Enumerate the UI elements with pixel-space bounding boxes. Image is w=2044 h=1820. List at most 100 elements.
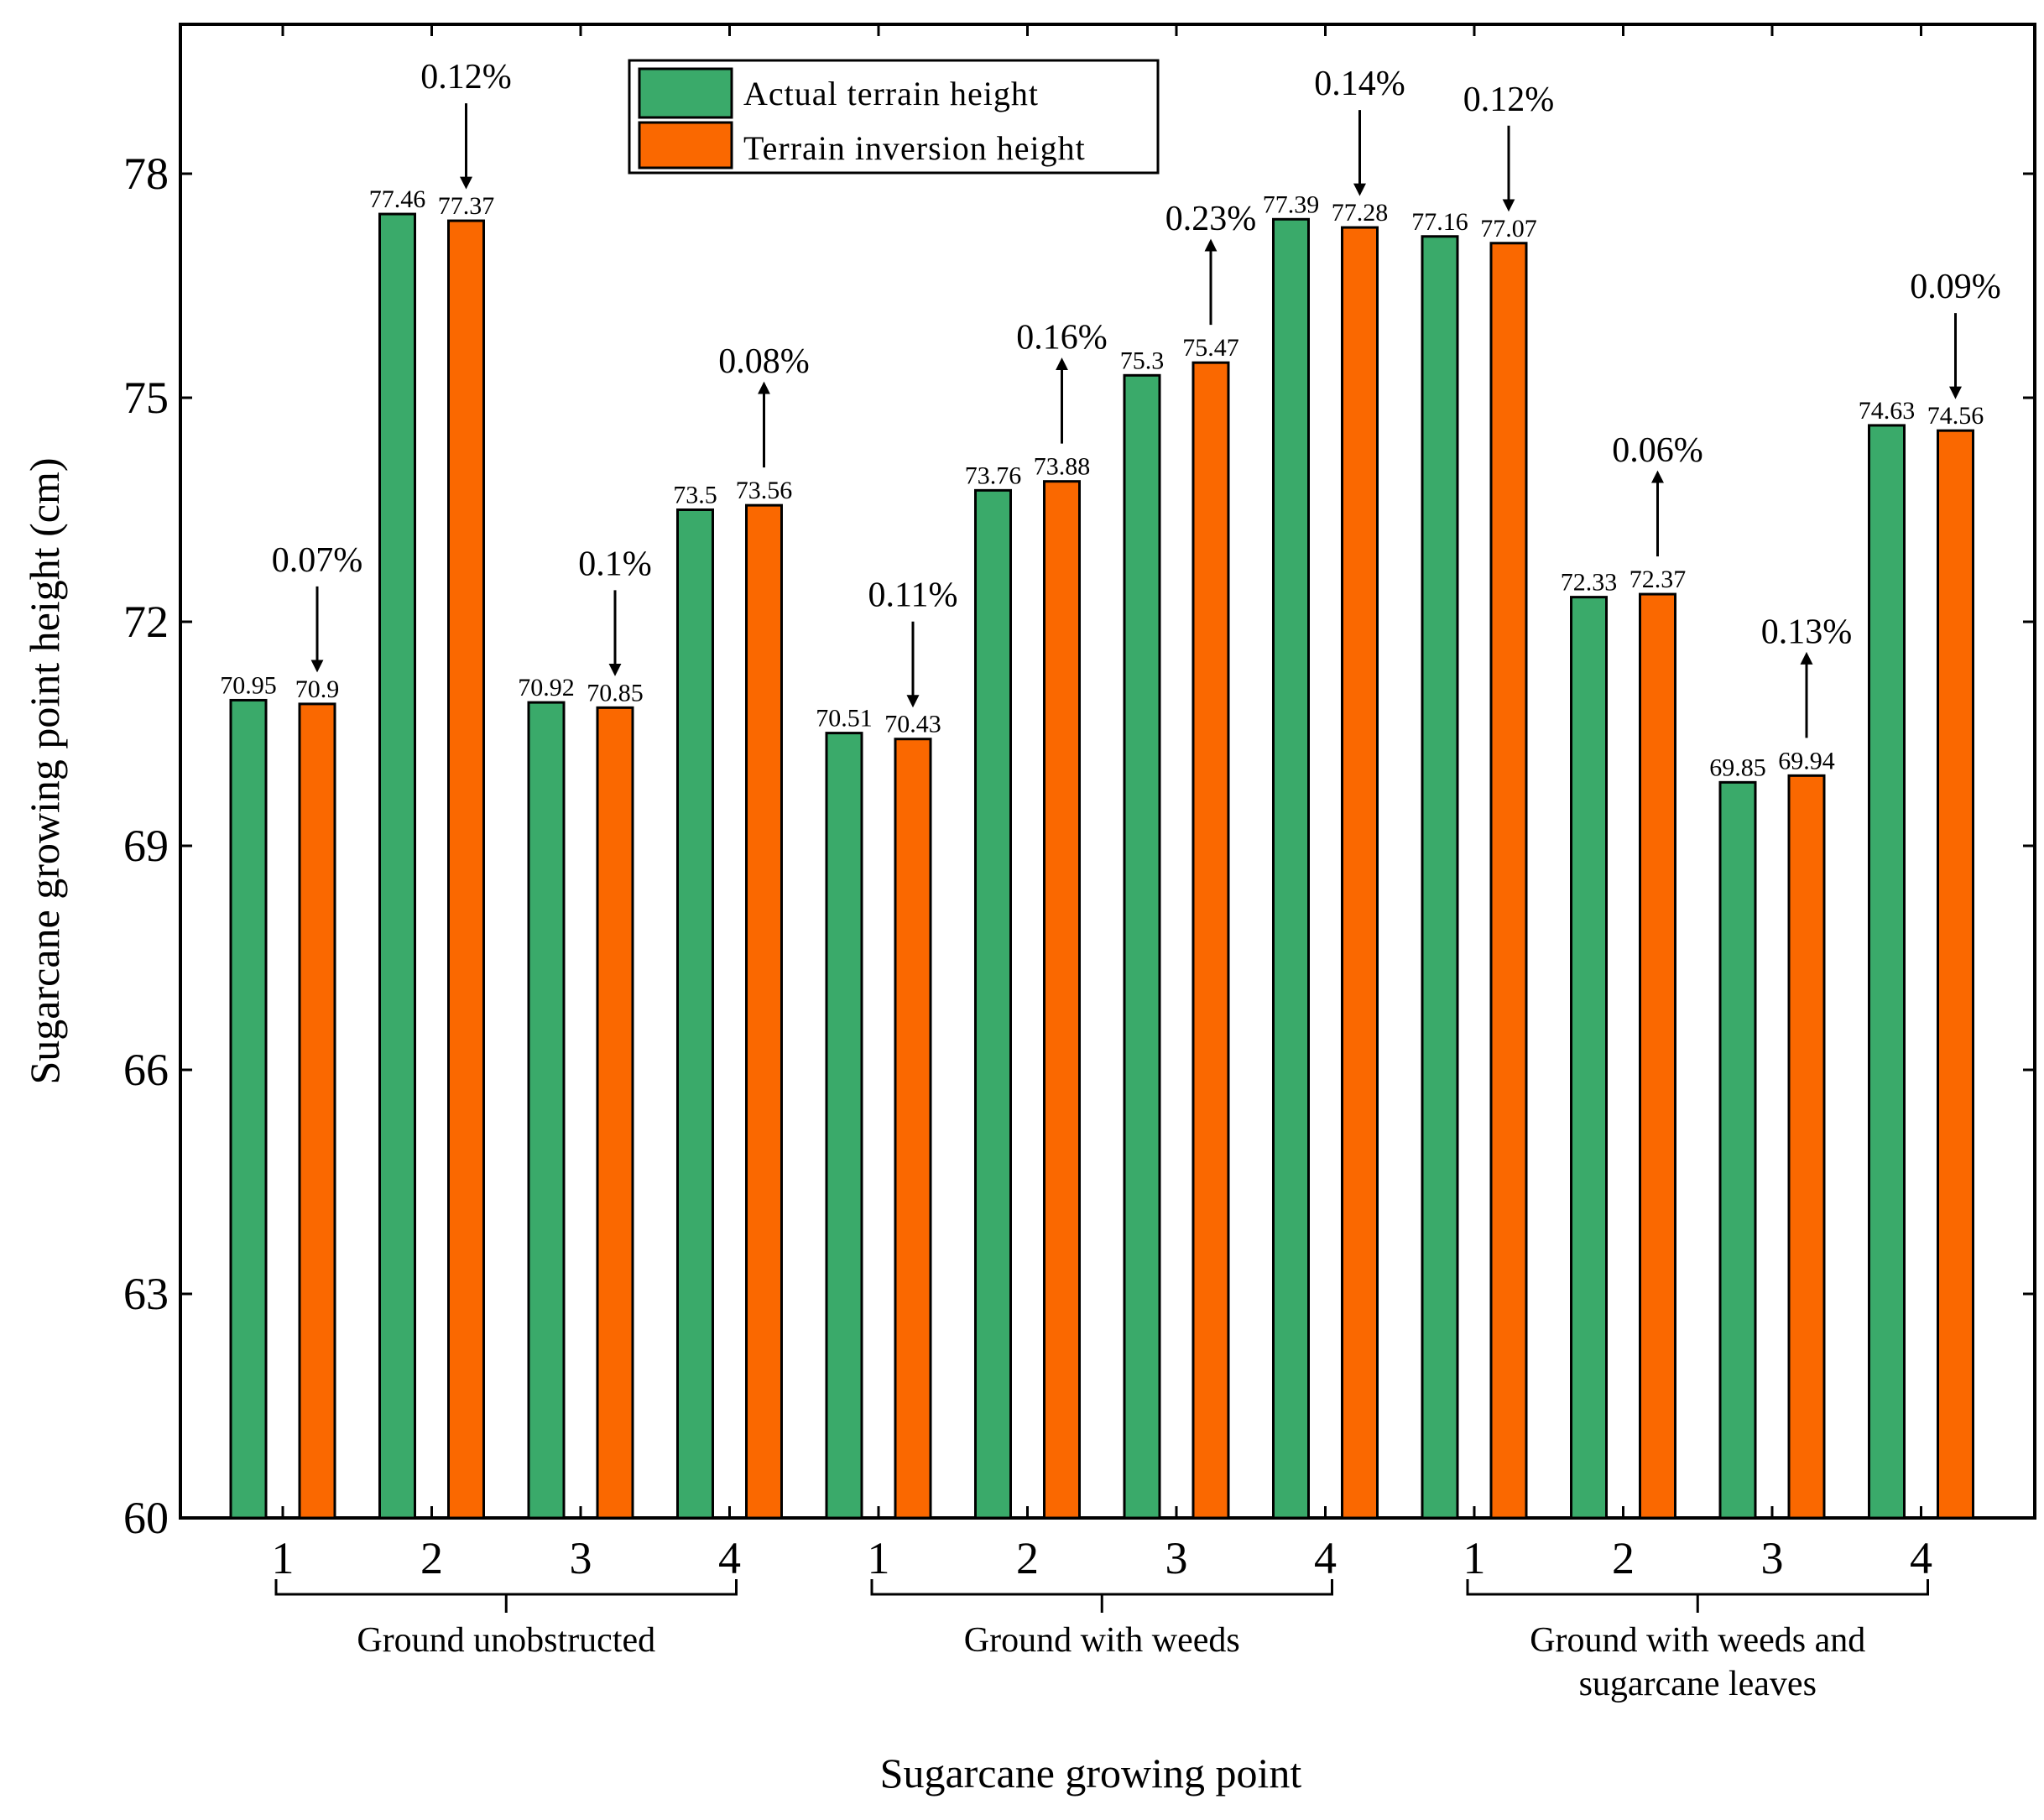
percent-label: 0.16% bbox=[1016, 319, 1108, 357]
bar-actual bbox=[825, 732, 863, 1520]
y-axis-title: Sugarcane growing point height (cm) bbox=[21, 457, 68, 1084]
bar-inversion bbox=[1191, 361, 1230, 1520]
y-tick-label: 72 bbox=[123, 597, 169, 647]
bar-inversion bbox=[447, 219, 485, 1520]
bar-inversion bbox=[745, 503, 783, 1520]
bar-actual bbox=[974, 488, 1012, 1520]
x-tick-label: 2 bbox=[1612, 1533, 1635, 1583]
bar-value-label: 72.33 bbox=[1561, 569, 1618, 597]
group-bracket bbox=[274, 1579, 738, 1596]
percent-label: 0.06% bbox=[1612, 431, 1703, 470]
bar-actual bbox=[378, 212, 416, 1520]
bar-value-label: 73.5 bbox=[673, 482, 717, 509]
bar-inversion bbox=[1043, 480, 1081, 1520]
bar-inversion bbox=[894, 738, 932, 1520]
group-label: Ground unobstructed bbox=[357, 1621, 655, 1660]
bar-value-label: 70.92 bbox=[518, 674, 575, 701]
legend-label-actual: Actual terrain height bbox=[743, 75, 1039, 112]
bar-value-label: 74.56 bbox=[1927, 402, 1984, 430]
bar-inversion bbox=[1937, 429, 1974, 1520]
bar-value-label: 73.76 bbox=[965, 462, 1022, 489]
percent-label: 0.08% bbox=[718, 342, 810, 381]
bar-value-label: 73.56 bbox=[736, 477, 793, 504]
x-tick-label: 4 bbox=[718, 1533, 741, 1583]
bar-value-label: 72.37 bbox=[1629, 566, 1687, 593]
bar-value-label: 77.37 bbox=[438, 192, 495, 220]
legend-label-inversion: Terrain inversion height bbox=[743, 129, 1086, 167]
x-axis: 1 2 3 4 1 2 3 4 1 2 3 4 bbox=[272, 24, 1932, 1583]
x-tick-label: 1 bbox=[868, 1533, 890, 1583]
bar-value-label: 73.88 bbox=[1034, 453, 1091, 481]
data-labels: 70.95 77.46 70.92 73.5 70.51 73.76 75.3 77.39 77… bbox=[220, 185, 1984, 781]
bar-value-label: 77.46 bbox=[369, 185, 426, 213]
x-tick-label: 4 bbox=[1314, 1533, 1337, 1583]
x-tick-label: 2 bbox=[420, 1533, 443, 1583]
group-label: Ground with weeds and bbox=[1530, 1621, 1865, 1660]
y-tick-label: 63 bbox=[123, 1269, 169, 1319]
percent-label: 0.1% bbox=[578, 545, 652, 583]
bar-inversion bbox=[1787, 774, 1826, 1520]
bar-actual bbox=[229, 698, 268, 1520]
bar-value-label: 77.28 bbox=[1332, 199, 1389, 227]
y-tick-label: 66 bbox=[123, 1045, 169, 1095]
bar-value-label: 70.51 bbox=[816, 705, 873, 733]
group-bracket bbox=[870, 1579, 1333, 1596]
y-tick-label: 60 bbox=[123, 1493, 169, 1543]
bar-series bbox=[229, 212, 1974, 1520]
bar-value-label: 77.39 bbox=[1263, 190, 1320, 218]
bar-value-label: 70.85 bbox=[587, 679, 644, 707]
x-tick-label: 3 bbox=[570, 1533, 592, 1583]
bar-actual bbox=[1123, 373, 1161, 1520]
bar-value-label: 74.63 bbox=[1859, 397, 1916, 425]
group-label: Ground with weeds bbox=[964, 1621, 1240, 1660]
percent-label: 0.12% bbox=[420, 58, 512, 96]
x-tick-label: 4 bbox=[1910, 1533, 1932, 1583]
legend-swatch-inversion bbox=[638, 121, 733, 169]
group-bracket bbox=[1466, 1579, 1929, 1596]
bar-actual bbox=[1718, 780, 1757, 1520]
bar-value-label: 70.95 bbox=[220, 671, 277, 699]
percent-label: 0.07% bbox=[272, 541, 363, 580]
bar-value-label: 75.3 bbox=[1120, 347, 1165, 374]
x-tick-label: 1 bbox=[1463, 1533, 1486, 1583]
bar-actual bbox=[1421, 235, 1459, 1520]
bar-inversion bbox=[1341, 226, 1379, 1520]
y-axis: 60 63 66 69 72 75 78 bbox=[123, 149, 2035, 1543]
bar-value-label: 69.85 bbox=[1709, 754, 1766, 781]
percent-label: 0.23% bbox=[1165, 200, 1257, 238]
bar-value-label: 77.07 bbox=[1480, 215, 1537, 242]
bar-actual bbox=[527, 701, 566, 1520]
x-tick-label: 3 bbox=[1761, 1533, 1784, 1583]
bar-inversion bbox=[1639, 592, 1676, 1520]
bar-actual bbox=[1570, 596, 1608, 1520]
bar-actual bbox=[1868, 424, 1906, 1520]
percent-label: 0.12% bbox=[1463, 81, 1555, 119]
percent-label: 0.14% bbox=[1314, 65, 1405, 103]
bar-value-label: 70.9 bbox=[295, 675, 340, 703]
bar-value-label: 77.16 bbox=[1411, 208, 1468, 236]
y-tick-label: 78 bbox=[123, 149, 169, 199]
percent-label: 0.13% bbox=[1761, 613, 1853, 651]
bar-actual bbox=[1272, 217, 1310, 1520]
x-axis-title: Sugarcane growing point bbox=[880, 1750, 1302, 1797]
y-tick-label: 75 bbox=[123, 373, 169, 423]
bar-actual bbox=[676, 508, 714, 1520]
bar-inversion bbox=[596, 706, 634, 1520]
bar-inversion bbox=[298, 702, 336, 1520]
group-brackets: Ground unobstructed Ground with weeds Grou… bbox=[274, 1579, 1929, 1703]
percent-label: 0.09% bbox=[1910, 268, 2001, 306]
x-tick-label: 2 bbox=[1016, 1533, 1039, 1583]
bar-inversion bbox=[1489, 242, 1528, 1520]
x-tick-label: 1 bbox=[272, 1533, 295, 1583]
percent-label: 0.11% bbox=[868, 576, 958, 615]
legend: Actual terrain height Terrain inversion … bbox=[628, 59, 1160, 175]
plot-area-frame bbox=[179, 23, 2036, 1520]
x-tick-label: 3 bbox=[1165, 1533, 1188, 1583]
bar-value-label: 70.43 bbox=[884, 711, 941, 738]
legend-swatch-actual bbox=[638, 67, 733, 119]
percent-annotations: 0.07% 0.12% 0.1% 0.08% 0.11% 0.16% 0.23% 0.14% 0… bbox=[272, 58, 2001, 738]
y-tick-label: 69 bbox=[123, 821, 169, 871]
bar-value-label: 69.94 bbox=[1778, 747, 1835, 774]
